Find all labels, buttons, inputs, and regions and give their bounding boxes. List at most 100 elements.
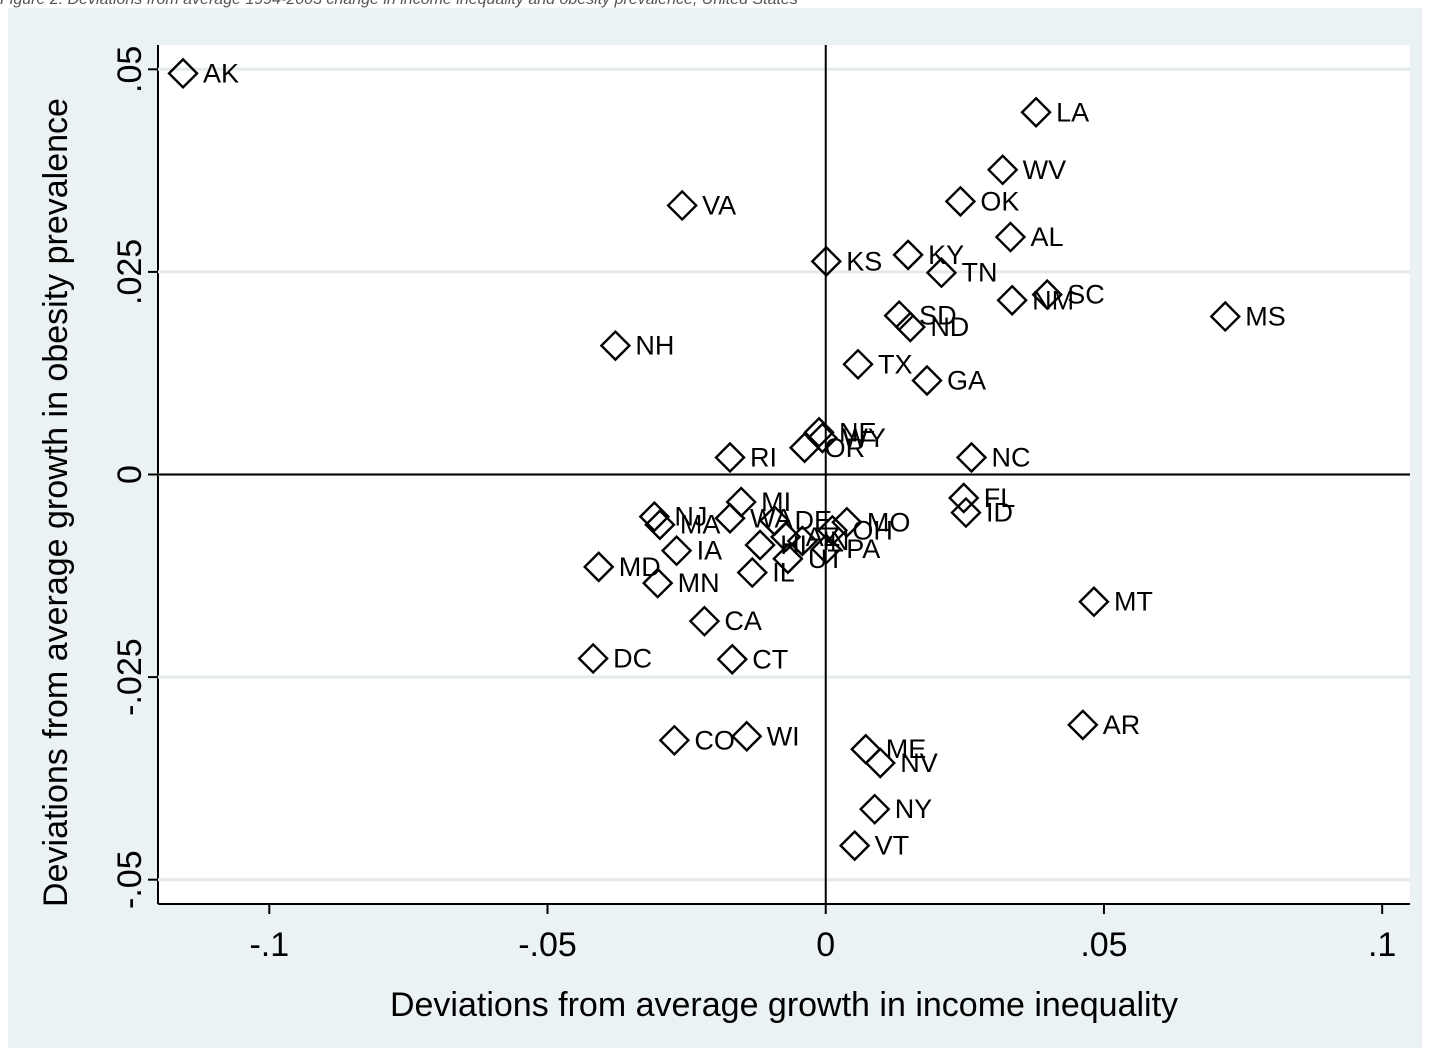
data-point-label: OR: [825, 433, 866, 463]
x-tick-label: -.05: [518, 926, 577, 964]
x-tick-label: -.1: [249, 926, 289, 964]
data-point: [167, 57, 199, 90]
data-point: [1078, 586, 1110, 618]
data-point-label: ID: [986, 498, 1013, 528]
data-point: [1031, 278, 1063, 311]
x-tick-label: .1: [1368, 926, 1396, 964]
data-point-label: FL: [984, 483, 1016, 513]
x-axis-title: Deviations from average growth in income…: [390, 986, 1178, 1024]
data-point-label: GA: [947, 365, 986, 395]
data-point: [955, 441, 988, 474]
data-point-label: AK: [203, 58, 239, 88]
data-point: [688, 605, 721, 637]
data-point: [948, 482, 980, 514]
data-point: [641, 567, 674, 599]
data-point: [911, 364, 943, 397]
data-point: [583, 551, 615, 583]
data-point: [744, 529, 776, 561]
data-point-label: NH: [635, 331, 674, 361]
y-tick-label: .05: [111, 46, 149, 93]
data-point-label: DE: [795, 506, 833, 536]
data-point-label: RI: [750, 442, 777, 472]
data-point: [577, 642, 609, 675]
data-point-label: NJ: [674, 502, 707, 532]
data-point: [786, 525, 819, 557]
data-point: [638, 500, 671, 533]
data-point-label: OH: [852, 515, 893, 545]
data-point: [1020, 96, 1052, 128]
data-point-label: ME: [886, 734, 927, 764]
x-tick-label: .05: [1080, 926, 1127, 964]
data-point: [666, 189, 698, 222]
data-point: [716, 643, 748, 675]
data-point-label: AR: [1103, 710, 1141, 740]
data-point: [660, 534, 693, 567]
data-point: [806, 422, 839, 454]
data-point: [831, 506, 863, 539]
data-point-label: VA: [702, 190, 736, 220]
data-point-label: IA: [697, 536, 723, 566]
data-point-label: MO: [867, 507, 911, 537]
data-point-label: SD: [919, 301, 957, 331]
data-point-label: NM: [1032, 285, 1074, 315]
data-point: [599, 329, 632, 362]
data-point-label: NE: [839, 417, 877, 447]
data-point: [950, 496, 982, 529]
data-point-label: HI: [780, 530, 807, 560]
data-point-label: IL: [772, 558, 795, 588]
data-point-label: AL: [1030, 222, 1063, 252]
data-point: [994, 221, 1027, 253]
data-point-label: CA: [724, 606, 762, 636]
data-point: [714, 441, 746, 474]
data-point: [925, 257, 958, 289]
data-point: [986, 154, 1019, 186]
data-point: [892, 239, 924, 271]
data-point: [996, 284, 1028, 316]
data-point: [714, 502, 746, 534]
figure-caption: Figure 2. Deviations from average 1994-2…: [0, 0, 1429, 9]
data-point-label: MS: [1245, 301, 1286, 331]
data-point: [788, 432, 821, 464]
y-axis-title: Deviations from average growth in obesit…: [37, 98, 75, 907]
data-point: [944, 185, 977, 218]
data-point: [731, 720, 763, 752]
y-tick-label: -.025: [111, 638, 149, 716]
x-tick-label: 0: [816, 926, 835, 964]
data-point: [803, 416, 835, 449]
data-point: [772, 543, 804, 575]
data-point: [816, 514, 849, 547]
data-point: [894, 311, 927, 343]
y-tick-label: .025: [111, 239, 149, 305]
data-point-label: UT: [808, 544, 844, 574]
data-point-label: SC: [1067, 280, 1105, 310]
data-point-label: ND: [930, 312, 969, 342]
data-point-label: MT: [1114, 587, 1153, 617]
data-point: [644, 509, 676, 541]
data-point: [769, 521, 802, 553]
data-point: [864, 747, 896, 779]
data-point: [810, 533, 842, 565]
data-point-label: NY: [895, 794, 933, 824]
data-point-label: OK: [980, 186, 1019, 216]
data-point-label: WY: [842, 423, 886, 453]
data-point: [1209, 300, 1241, 333]
data-point-label: PA: [846, 534, 880, 564]
data-point-label: TX: [878, 349, 913, 379]
data-point-label: WV: [1023, 155, 1066, 185]
chart-panel: AK LA WV VA OK AL KY KS TN SC NM MS SD ND NH TX GA NE WY OR…: [8, 8, 1422, 1048]
data-point: [859, 793, 891, 825]
data-point: [736, 556, 768, 589]
data-point-label: IN: [822, 526, 849, 556]
data-point: [838, 829, 871, 862]
data-point-label: DC: [613, 643, 652, 673]
data-point-label: MN: [678, 568, 720, 598]
data-point-label: CT: [752, 644, 788, 674]
data-point: [658, 724, 691, 757]
data-point: [810, 245, 842, 278]
data-point: [842, 348, 874, 380]
data-point-label: TN: [961, 258, 997, 288]
y-tick-label: 0: [111, 465, 149, 484]
y-tick-label: -.05: [111, 850, 149, 909]
